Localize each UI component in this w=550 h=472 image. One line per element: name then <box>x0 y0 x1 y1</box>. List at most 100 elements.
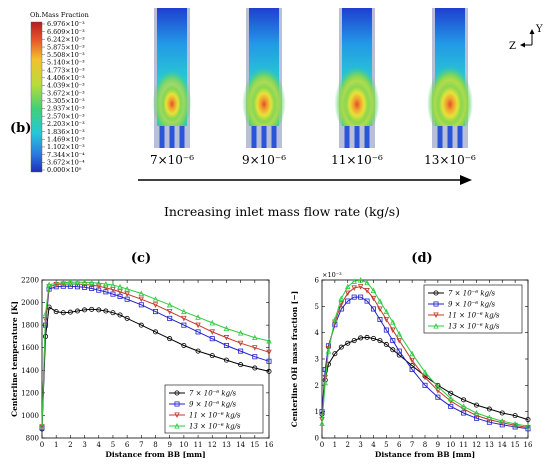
data-point <box>473 402 479 408</box>
legend-item: 9 × 10⁻⁶ kg/s <box>428 301 495 309</box>
data-point <box>499 410 505 416</box>
colorbar-tick-label: 1.469×10⁻³ <box>47 135 85 143</box>
data-point <box>422 382 428 388</box>
x-tick-label: 7 <box>139 441 143 449</box>
colorbar-tick-label: 2.937×10⁻³ <box>47 105 85 113</box>
flow-arrow-head <box>460 175 472 185</box>
data-point <box>409 367 415 373</box>
flow-rate-label: 11×10⁻⁶ <box>331 153 383 167</box>
data-point <box>266 358 272 364</box>
data-point <box>138 296 145 303</box>
data-point <box>266 368 272 374</box>
burner-channel <box>447 126 453 148</box>
y-exponent-label: ×10⁻³ <box>322 271 342 279</box>
series-1 <box>39 304 272 432</box>
data-point <box>82 307 88 313</box>
burner-channel <box>437 126 443 148</box>
data-point <box>96 307 102 313</box>
data-point <box>174 401 180 407</box>
y-tick-label: 1800 <box>21 322 39 330</box>
flow-rate-label: 13×10⁻⁶ <box>424 153 476 167</box>
x-tick-label: 11 <box>459 441 468 449</box>
data-point <box>338 301 345 307</box>
data-point <box>96 280 102 286</box>
data-point <box>223 357 229 363</box>
flame-tube-4: 13×10⁻⁶ <box>424 8 476 167</box>
x-tick-label: 6 <box>397 441 402 449</box>
data-point <box>81 279 88 285</box>
data-point <box>195 348 201 354</box>
data-point <box>53 280 59 286</box>
data-point <box>390 319 396 325</box>
series-line <box>321 286 529 428</box>
data-point <box>181 322 187 328</box>
y-tick-label: 6 <box>315 277 320 285</box>
y-tick-label: 1600 <box>21 344 39 352</box>
x-tick-label: 3 <box>358 441 362 449</box>
x-tick-label: 8 <box>423 441 427 449</box>
data-point <box>390 338 396 344</box>
data-point <box>377 298 383 304</box>
legend-item: 13 × 10⁻⁶ kg/s <box>428 323 500 331</box>
data-point <box>370 295 377 302</box>
data-point <box>138 290 145 297</box>
y-tick-label: 2 <box>315 382 319 390</box>
data-point <box>152 309 158 315</box>
x-tick-label: 15 <box>511 441 520 449</box>
legend-item: 7 × 10⁻⁶ kg/s <box>169 390 236 398</box>
data-point <box>435 394 441 400</box>
data-point <box>103 308 109 314</box>
data-point <box>377 338 383 344</box>
data-point <box>448 403 454 409</box>
data-point <box>53 309 59 315</box>
data-point <box>473 409 480 416</box>
y-axis-label: Centerline OH mass fraction [−] <box>290 291 299 427</box>
y-tick-label: 1400 <box>21 367 39 375</box>
data-point <box>209 336 215 342</box>
data-point <box>357 284 364 290</box>
panel-b-label: (b) <box>10 121 31 136</box>
data-point <box>166 309 173 315</box>
data-point <box>266 337 272 344</box>
data-point <box>166 301 173 308</box>
data-point <box>237 330 244 336</box>
legend: 7 × 10⁻⁶ kg/s 9 × 10⁻⁶ kg/s 11 × 10⁻⁶ kg/s… <box>423 284 523 334</box>
colorbar-tick-label: 2.570×10⁻³ <box>47 112 85 120</box>
flame-tube-3: 11×10⁻⁶ <box>331 8 383 167</box>
data-point <box>345 290 351 297</box>
colorbar-tick-label: 6.609×10⁻³ <box>47 28 85 36</box>
y-tick-label: 1 <box>315 408 319 416</box>
x-tick-label: 12 <box>472 441 481 449</box>
data-point <box>53 282 59 288</box>
panel-b: (b) Oh.Mass Fraction 6.976×10⁻³6.609×10⁻… <box>10 8 543 219</box>
flame-core <box>160 82 184 122</box>
series-line <box>321 279 529 427</box>
data-point <box>60 279 67 286</box>
data-point <box>357 277 364 283</box>
data-point <box>195 322 201 329</box>
data-point <box>266 349 272 356</box>
data-point <box>332 316 338 323</box>
x-tick-label: 2 <box>68 441 72 449</box>
data-point <box>167 315 173 321</box>
series-2 <box>319 294 531 432</box>
data-point <box>325 345 332 352</box>
data-point <box>461 397 467 403</box>
data-point <box>422 369 428 375</box>
flow-rate-label: 7×10⁻⁶ <box>150 153 194 167</box>
burner-channel <box>354 126 360 148</box>
data-point <box>82 284 88 290</box>
data-point <box>74 279 81 285</box>
data-point <box>377 306 383 312</box>
data-point <box>195 314 201 320</box>
burner-channel <box>344 126 350 148</box>
x-tick-label: 4 <box>371 441 376 449</box>
y-tick-label: 1200 <box>21 389 39 397</box>
flame-tube-1: 7×10⁻⁶ <box>150 8 194 167</box>
colorbar-ticks: 6.976×10⁻³6.609×10⁻³6.242×10⁻³5.875×10⁻³… <box>42 20 85 174</box>
data-point <box>473 415 479 421</box>
legend-label: 7 × 10⁻⁶ kg/s <box>448 290 495 298</box>
data-point <box>345 298 351 304</box>
data-point <box>181 315 187 322</box>
series-line <box>41 306 270 430</box>
